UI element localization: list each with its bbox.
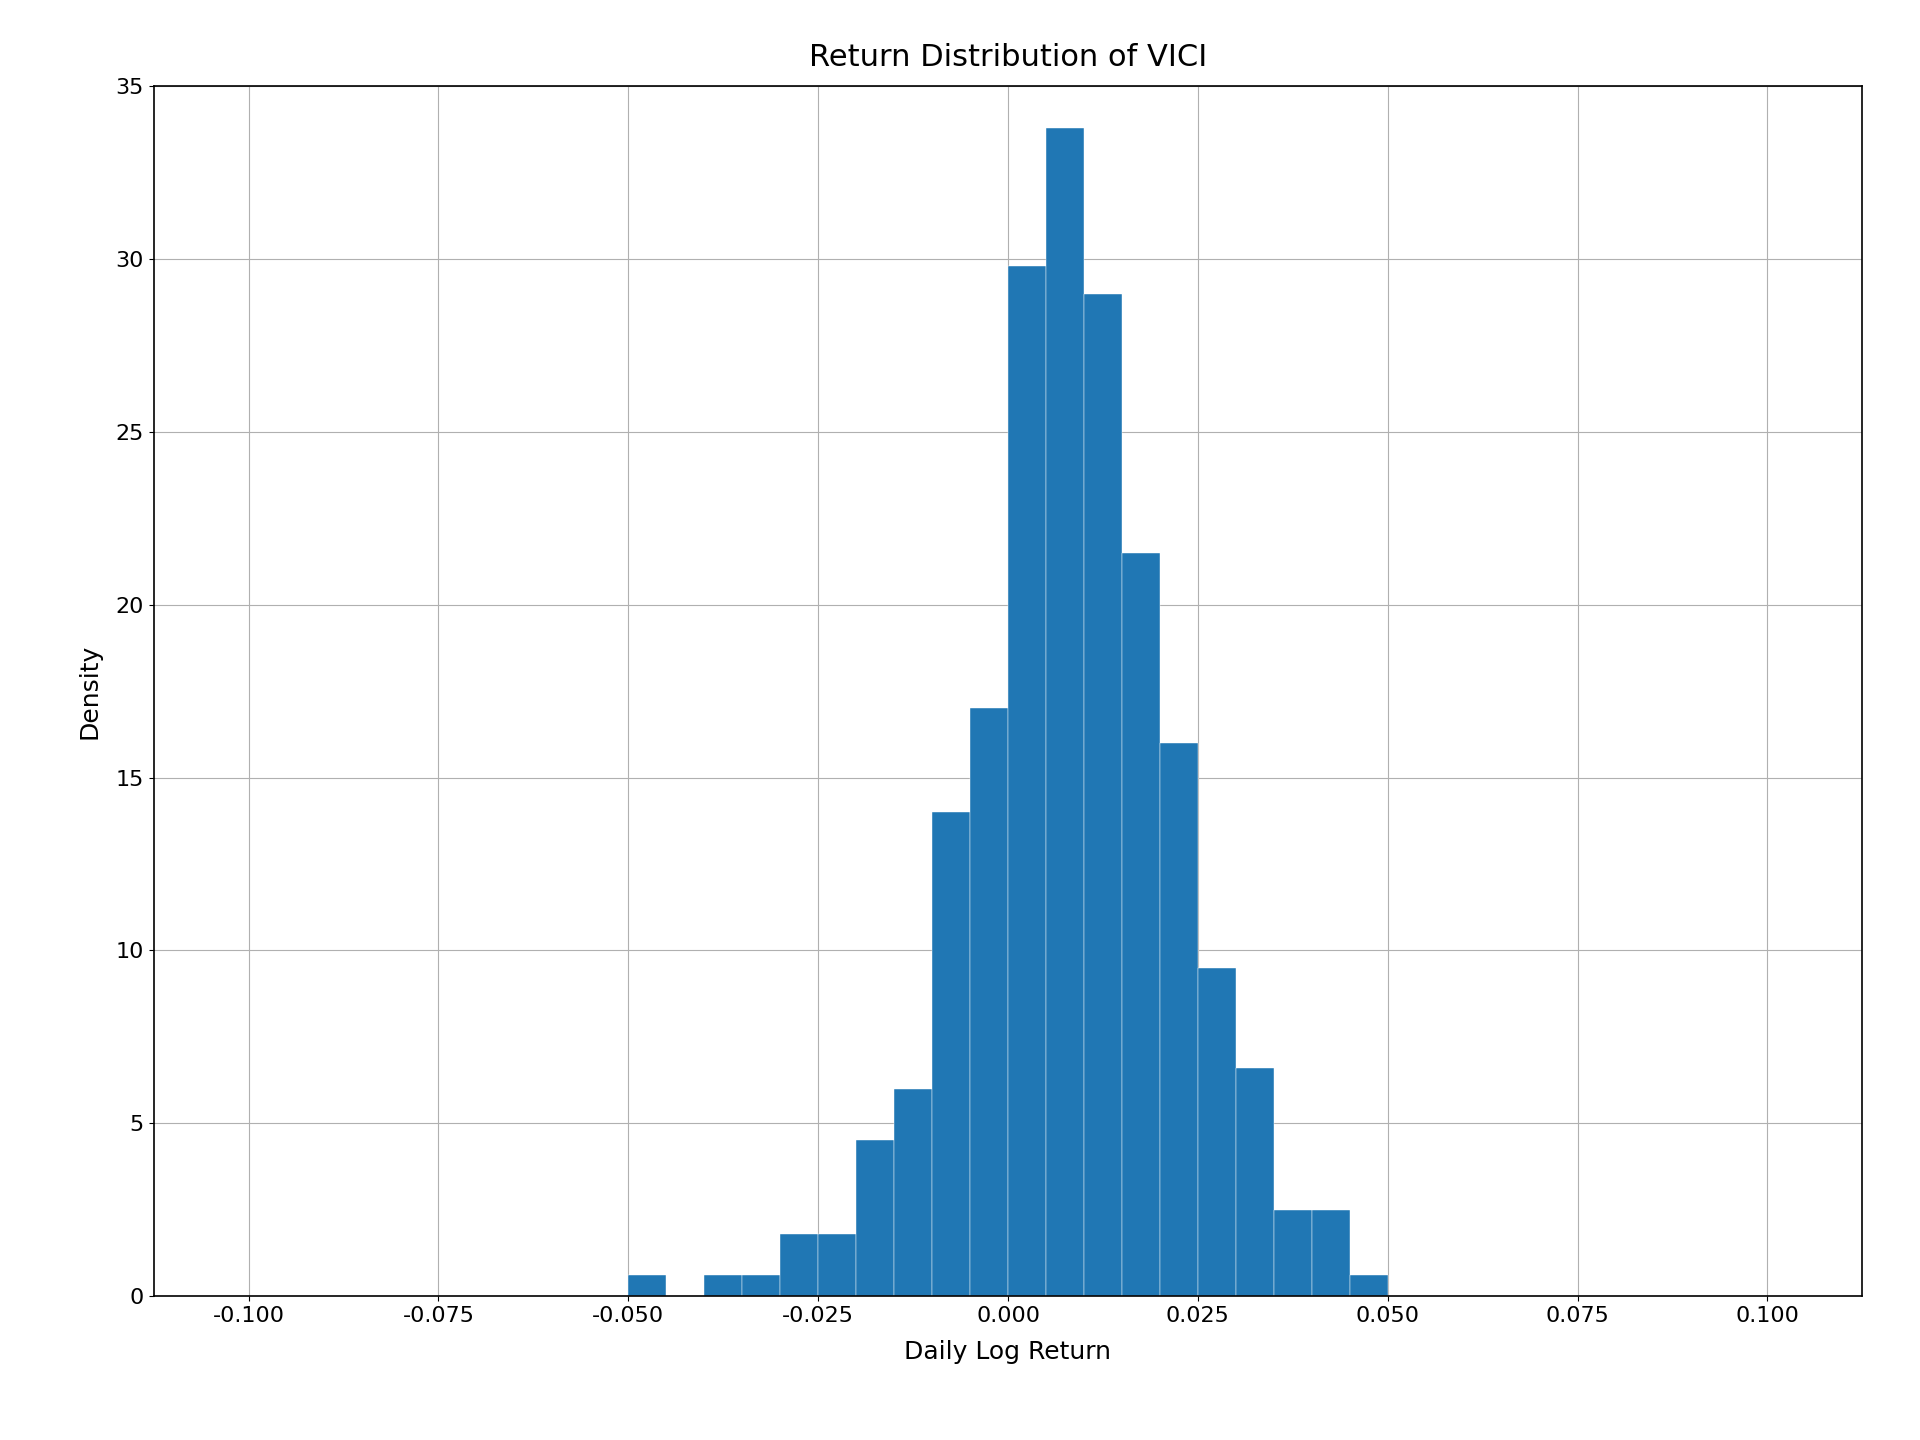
- Bar: [1008, 266, 1046, 1296]
- Bar: [895, 1089, 931, 1296]
- Bar: [1085, 294, 1121, 1296]
- Bar: [1198, 968, 1236, 1296]
- Bar: [628, 1276, 666, 1296]
- Bar: [1273, 1210, 1311, 1296]
- Bar: [743, 1276, 780, 1296]
- Y-axis label: Density: Density: [77, 644, 102, 739]
- Bar: [1121, 553, 1160, 1296]
- Bar: [1350, 1276, 1388, 1296]
- Title: Return Distribution of VICI: Return Distribution of VICI: [808, 43, 1208, 72]
- Bar: [705, 1276, 743, 1296]
- Bar: [1160, 743, 1198, 1296]
- Bar: [818, 1234, 856, 1296]
- Bar: [1046, 128, 1085, 1296]
- Bar: [970, 708, 1008, 1296]
- Bar: [1311, 1210, 1350, 1296]
- Bar: [1236, 1068, 1273, 1296]
- Bar: [780, 1234, 818, 1296]
- Bar: [931, 812, 970, 1296]
- Bar: [856, 1140, 895, 1296]
- X-axis label: Daily Log Return: Daily Log Return: [904, 1339, 1112, 1364]
